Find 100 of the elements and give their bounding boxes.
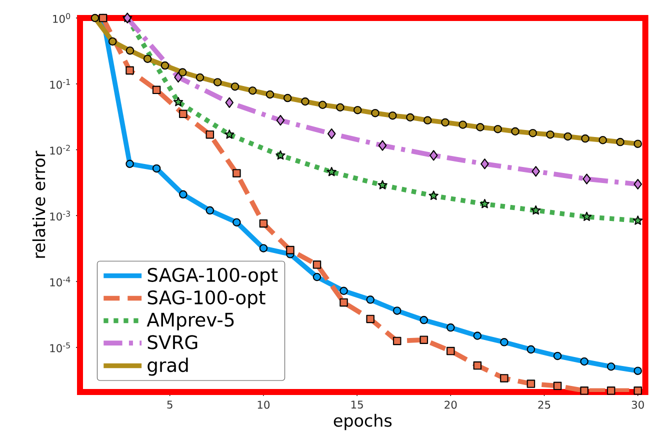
point xyxy=(458,120,467,129)
point xyxy=(276,114,285,126)
x-tick-label: 30 xyxy=(632,400,644,409)
point xyxy=(582,212,592,221)
point xyxy=(494,124,502,134)
point xyxy=(420,316,428,324)
point xyxy=(283,94,292,102)
point xyxy=(340,298,348,307)
x-axis-title: epochs xyxy=(334,414,392,430)
point xyxy=(480,198,490,208)
point xyxy=(441,118,450,127)
point xyxy=(225,97,234,108)
point xyxy=(173,96,184,106)
point xyxy=(526,345,536,354)
y-axis-title: relative error xyxy=(32,150,46,258)
point xyxy=(476,123,484,132)
point xyxy=(178,68,187,76)
x-tick-label: 25 xyxy=(538,400,550,409)
point xyxy=(326,166,336,176)
point xyxy=(353,106,362,114)
point xyxy=(388,111,397,120)
point xyxy=(582,174,591,184)
point xyxy=(152,164,161,173)
point xyxy=(473,361,482,370)
point xyxy=(366,296,374,304)
point xyxy=(126,160,134,168)
legend-label: SVRG xyxy=(148,335,198,350)
point xyxy=(371,108,380,118)
point xyxy=(108,37,117,46)
point xyxy=(276,150,286,160)
point xyxy=(392,306,402,315)
point xyxy=(446,346,455,356)
point xyxy=(312,260,322,269)
point xyxy=(259,219,268,228)
x-tick-label: 20 xyxy=(444,400,457,409)
point xyxy=(232,218,241,226)
legend-label: grad xyxy=(148,358,188,376)
point xyxy=(206,130,214,139)
point xyxy=(206,206,214,215)
point xyxy=(580,386,588,395)
point xyxy=(634,386,642,395)
y-tick-label: 10$^{-3}$ xyxy=(50,210,70,221)
x-tick-label: 5 xyxy=(167,400,172,409)
point xyxy=(406,113,414,122)
point xyxy=(143,54,152,63)
point xyxy=(581,134,590,143)
legend-label: SAG-100-opt xyxy=(148,290,266,308)
point xyxy=(213,78,222,86)
y-tick-label: 10$^{-1}$ xyxy=(50,79,70,89)
point xyxy=(179,190,188,199)
point xyxy=(179,110,188,118)
point xyxy=(564,132,572,141)
x-tick-label: 10 xyxy=(258,400,270,409)
point xyxy=(428,190,438,200)
point xyxy=(606,362,616,371)
point xyxy=(392,336,402,346)
point xyxy=(420,336,428,344)
point xyxy=(446,323,455,332)
point xyxy=(473,332,482,340)
point xyxy=(526,380,536,388)
point xyxy=(378,180,388,190)
point xyxy=(174,72,182,83)
y-tick-label: 10$^{-2}$ xyxy=(50,144,70,155)
point xyxy=(429,150,438,161)
point xyxy=(634,366,642,375)
y-tick-label: 10$^{0}$ xyxy=(53,13,70,23)
point xyxy=(530,205,541,215)
point xyxy=(248,86,257,95)
point xyxy=(259,244,268,252)
point xyxy=(378,140,387,151)
point xyxy=(340,286,348,296)
y-tick-label: 10$^{-4}$ xyxy=(50,276,70,286)
point xyxy=(126,46,134,55)
point xyxy=(90,14,100,22)
point xyxy=(511,127,520,136)
point xyxy=(634,140,642,148)
point xyxy=(480,158,489,170)
point xyxy=(160,61,170,70)
point xyxy=(224,130,234,139)
point xyxy=(126,66,134,75)
point xyxy=(532,166,540,177)
point xyxy=(528,128,537,138)
point xyxy=(301,97,310,106)
point xyxy=(633,216,643,225)
point xyxy=(546,130,554,139)
point xyxy=(606,386,616,395)
x-tick-label: 15 xyxy=(351,400,363,409)
point xyxy=(553,382,562,390)
point xyxy=(286,246,294,254)
y-tick-label: 10$^{-5}$ xyxy=(50,342,70,352)
point xyxy=(500,374,508,382)
legend-label: SAGA-100-opt xyxy=(148,268,278,286)
point xyxy=(230,82,240,91)
point xyxy=(336,103,344,112)
point xyxy=(616,138,624,146)
point xyxy=(232,169,241,178)
point xyxy=(500,338,508,346)
point xyxy=(580,357,588,366)
point xyxy=(196,73,204,82)
point xyxy=(423,116,432,124)
